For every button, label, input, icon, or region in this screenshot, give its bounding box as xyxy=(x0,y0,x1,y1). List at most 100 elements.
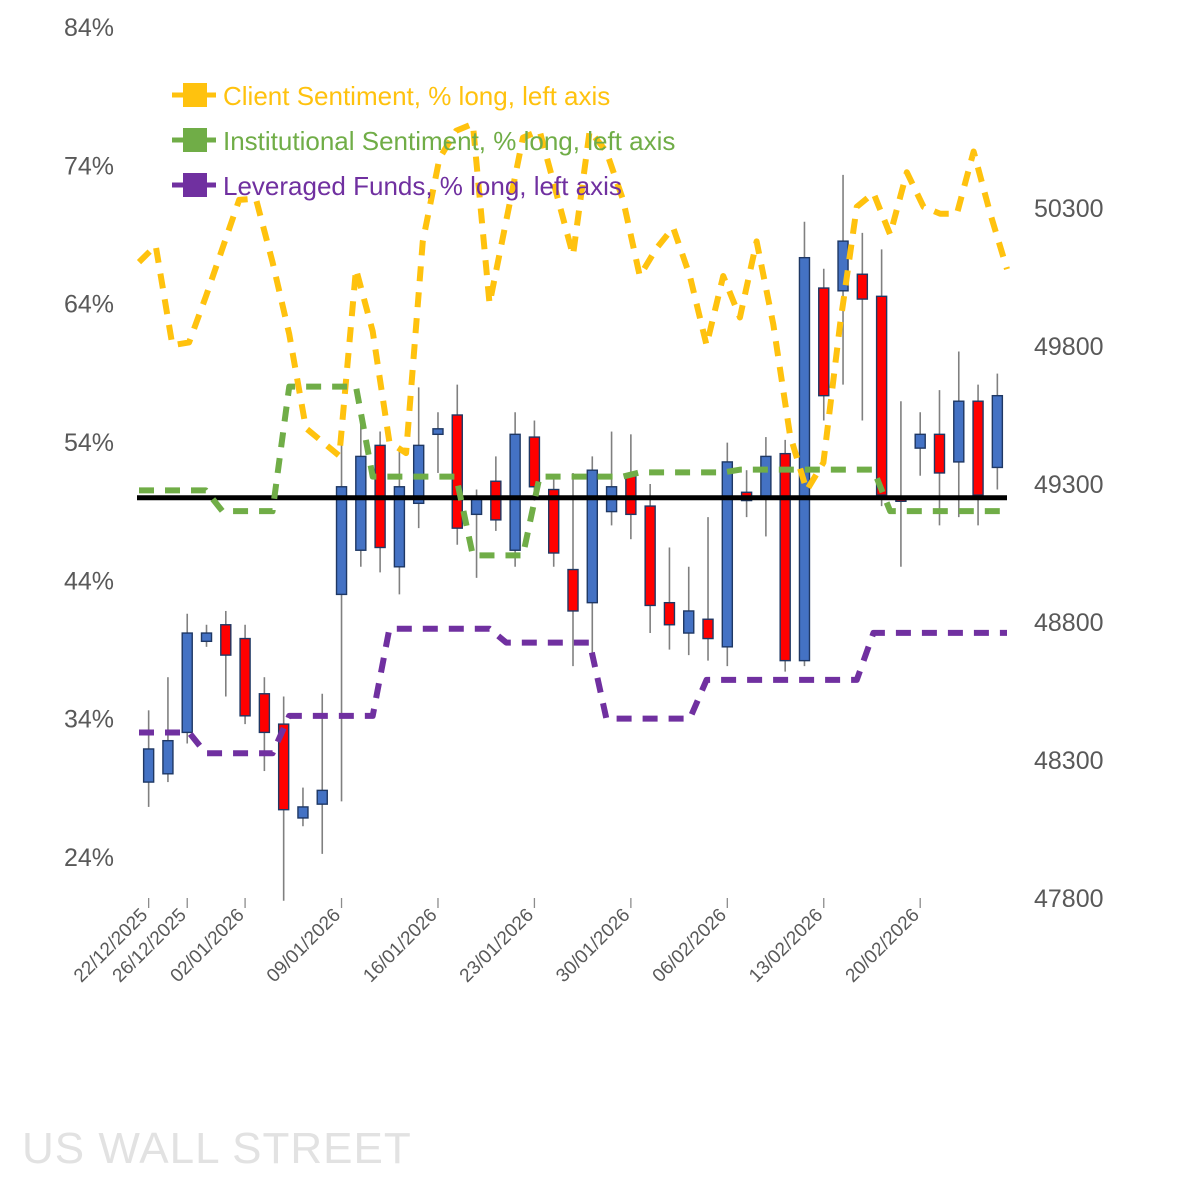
candle-body xyxy=(239,637,251,717)
candlestick xyxy=(875,249,888,507)
candlestick xyxy=(856,232,869,421)
legend-item-institutional[interactable]: Institutional Sentiment, % long, left ax… xyxy=(172,126,675,156)
legend-label: Institutional Sentiment, % long, left ax… xyxy=(223,126,675,156)
candle-body xyxy=(220,624,232,656)
legend-label: Client Sentiment, % long, left axis xyxy=(223,81,610,111)
left-axis-tick: 34% xyxy=(64,706,114,734)
candle-body xyxy=(798,256,811,662)
candle-body xyxy=(432,428,444,436)
right-axis-tick: 47800 xyxy=(1034,885,1104,913)
candle-body xyxy=(142,748,155,783)
candle-body xyxy=(644,505,656,607)
candlestick xyxy=(335,442,348,802)
candle-body xyxy=(663,601,676,626)
series-line-institutional xyxy=(139,383,1007,559)
candlestick xyxy=(683,566,695,656)
chart-legend: Client Sentiment, % long, left axis Insti… xyxy=(172,81,675,201)
right-axis-tick: 48300 xyxy=(1034,747,1104,775)
candlestick xyxy=(798,221,811,667)
candlestick xyxy=(200,624,213,647)
candlestick xyxy=(914,412,926,476)
candle-body xyxy=(509,433,521,551)
candlestick xyxy=(933,390,946,526)
series-line-leveraged xyxy=(139,625,1007,757)
candle-body xyxy=(547,488,560,554)
candlestick xyxy=(586,456,599,656)
candlestick xyxy=(316,693,328,854)
legend-swatch xyxy=(183,128,207,152)
left-axis-tick: 84% xyxy=(64,14,114,42)
candle-body xyxy=(297,806,309,819)
candle-body xyxy=(856,273,869,300)
legend-item-client[interactable]: Client Sentiment, % long, left axis xyxy=(172,81,610,111)
candle-body xyxy=(702,618,714,640)
candle-body xyxy=(683,610,695,634)
candlestick xyxy=(451,384,463,545)
candle-body xyxy=(162,739,174,775)
candlestick xyxy=(490,456,502,531)
candle-body xyxy=(721,461,734,648)
candlestick xyxy=(721,442,734,667)
watermark: US WALL STREET xyxy=(22,1124,412,1173)
candle-body xyxy=(760,455,772,499)
candle-body xyxy=(393,486,406,568)
left-axis: 84% 74% 64% 54% 44% 34% 24% xyxy=(64,14,114,872)
right-axis: 50300 49800 49300 48800 48300 47800 xyxy=(1034,195,1104,913)
right-axis-tick: 49300 xyxy=(1034,471,1104,499)
candle-body xyxy=(818,287,830,397)
right-axis-tick: 50300 xyxy=(1034,195,1104,223)
left-axis-tick: 44% xyxy=(64,567,114,595)
line-series-layer xyxy=(136,120,1010,757)
candlestick xyxy=(297,787,309,827)
candle-body xyxy=(335,486,348,596)
candle-body xyxy=(277,723,290,811)
candle-body xyxy=(316,789,328,805)
candle-body xyxy=(490,480,502,521)
candlestick xyxy=(393,448,406,595)
candle-body xyxy=(953,400,965,463)
candle-body xyxy=(875,295,888,496)
candlestick xyxy=(239,624,251,725)
candle-body xyxy=(837,240,849,292)
candle-body xyxy=(181,632,193,734)
left-axis-tick: 74% xyxy=(64,152,114,180)
candlestick xyxy=(837,174,849,385)
candlestick xyxy=(663,547,676,650)
candlestick xyxy=(991,373,1004,490)
legend-swatch xyxy=(183,173,207,197)
candlestick xyxy=(953,351,965,518)
candlestick xyxy=(972,384,984,526)
candlestick xyxy=(818,268,830,421)
right-axis-tick: 48800 xyxy=(1034,609,1104,637)
candlestick xyxy=(779,439,791,672)
legend-label: Leveraged Funds, % long, left axis xyxy=(223,171,622,201)
candlestick xyxy=(567,472,579,667)
candle-body xyxy=(586,469,599,604)
left-axis-tick: 64% xyxy=(64,291,114,319)
candle-body xyxy=(991,394,1004,469)
candlestick xyxy=(509,412,521,567)
candlestick xyxy=(547,475,560,567)
right-axis-tick: 49800 xyxy=(1034,333,1104,361)
left-axis-tick: 24% xyxy=(64,844,114,872)
series-line-client xyxy=(136,120,1010,494)
candlestick xyxy=(142,710,155,807)
legend-swatch xyxy=(183,83,207,107)
candlestick xyxy=(702,517,714,661)
candle-body xyxy=(972,400,984,496)
candle-body xyxy=(258,693,271,734)
candle-body xyxy=(933,433,946,474)
candlestick-series xyxy=(142,174,1004,901)
candlestick xyxy=(181,613,193,744)
candle-body xyxy=(914,433,926,449)
candle-body xyxy=(528,436,541,488)
candle-body xyxy=(567,568,579,612)
legend-item-leveraged[interactable]: Leveraged Funds, % long, left axis xyxy=(172,171,622,201)
candle-body xyxy=(200,632,213,643)
candle-body xyxy=(625,475,637,516)
candle-body xyxy=(779,452,791,662)
left-axis-tick: 54% xyxy=(64,429,114,457)
candlestick xyxy=(644,484,656,634)
